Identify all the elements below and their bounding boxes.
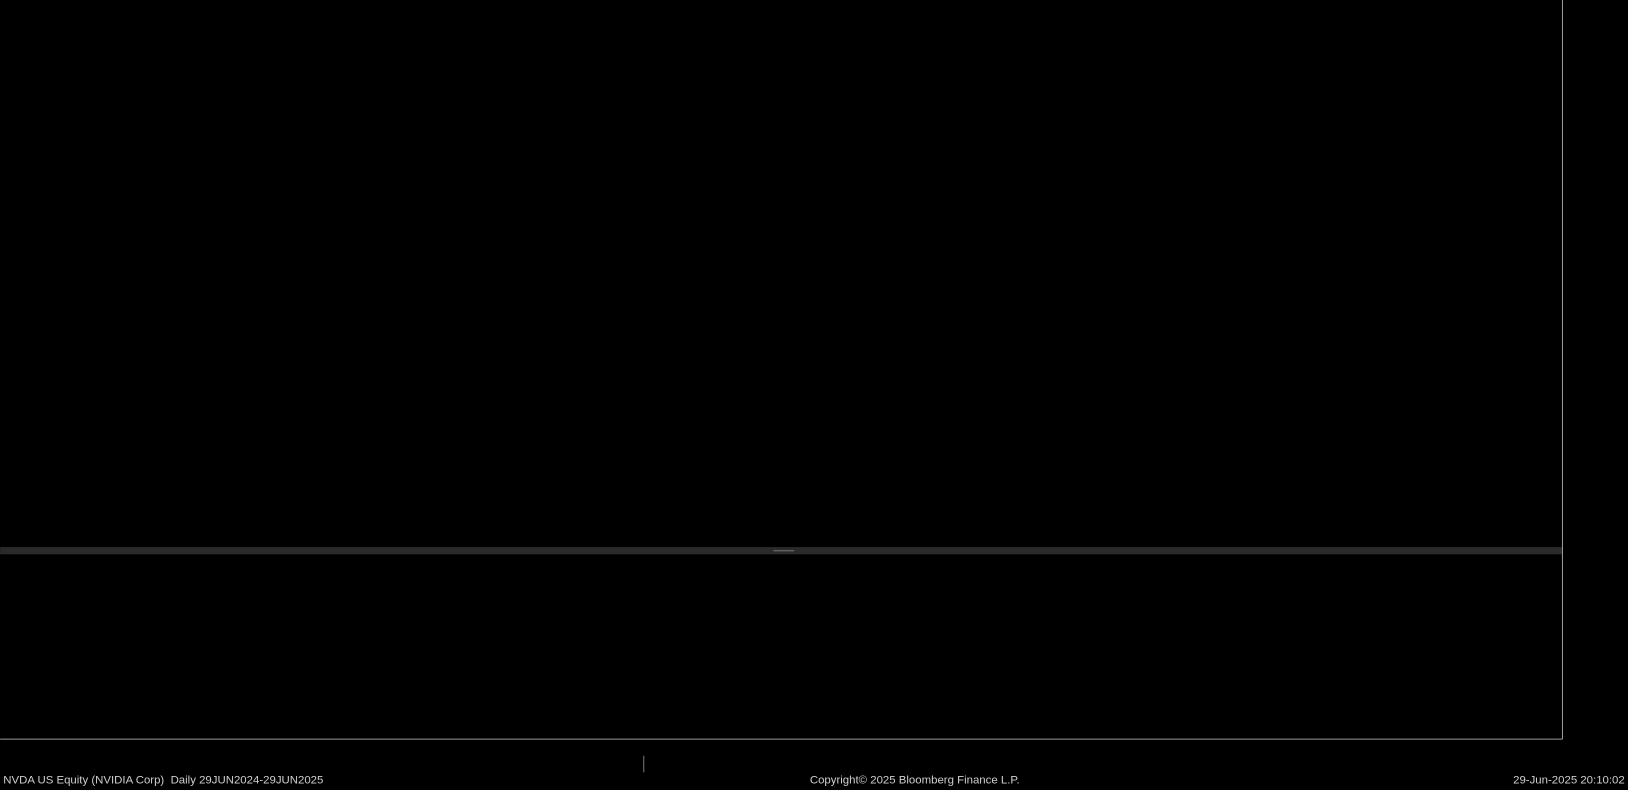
footer-security: NVDA US Equity (NVIDIA Corp) Daily 29JUN… [3, 775, 323, 787]
footer-timestamp: 29-Jun-2025 20:10:02 [1513, 775, 1625, 787]
footer-copyright: Copyright© 2025 Bloomberg Finance L.P. [810, 775, 1020, 787]
